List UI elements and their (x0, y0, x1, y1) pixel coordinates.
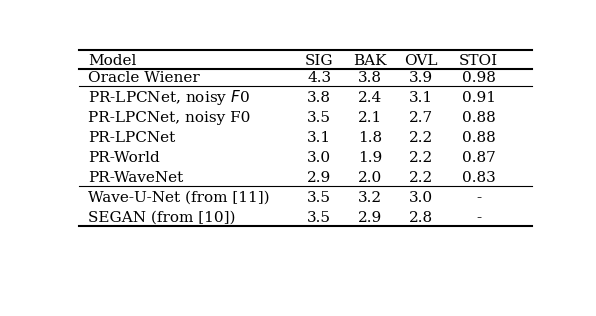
Text: 0.87: 0.87 (462, 151, 495, 165)
Text: 2.2: 2.2 (409, 171, 433, 185)
Text: 4.3: 4.3 (308, 71, 331, 85)
Text: 0.91: 0.91 (462, 91, 496, 105)
Text: 2.2: 2.2 (409, 151, 433, 165)
Text: 3.9: 3.9 (409, 71, 433, 85)
Text: 2.8: 2.8 (409, 211, 433, 225)
Text: 3.2: 3.2 (358, 191, 382, 205)
Text: Wave-U-Net (from [11]): Wave-U-Net (from [11]) (88, 191, 270, 205)
Text: 2.7: 2.7 (409, 111, 433, 125)
Text: PR-LPCNet, noisy $\mathit{F}$0: PR-LPCNet, noisy $\mathit{F}$0 (88, 88, 250, 107)
Text: -: - (476, 191, 481, 205)
Text: 1.8: 1.8 (358, 131, 382, 145)
Text: SEGAN (from [10]): SEGAN (from [10]) (88, 211, 236, 225)
Text: 0.83: 0.83 (462, 171, 495, 185)
Text: STOI: STOI (459, 54, 498, 68)
Text: BAK: BAK (353, 54, 387, 68)
Text: PR-World: PR-World (88, 151, 160, 165)
Text: 2.1: 2.1 (358, 111, 382, 125)
Text: 3.8: 3.8 (308, 91, 331, 105)
Text: 2.0: 2.0 (358, 171, 382, 185)
Text: 2.9: 2.9 (358, 211, 382, 225)
Text: PR-LPCNet, noisy F0: PR-LPCNet, noisy F0 (88, 111, 251, 125)
Text: 3.5: 3.5 (308, 211, 331, 225)
Text: 2.9: 2.9 (307, 171, 331, 185)
Text: PR-LPCNet: PR-LPCNet (88, 131, 176, 145)
Text: Oracle Wiener: Oracle Wiener (88, 71, 200, 85)
Text: -: - (476, 211, 481, 225)
Text: 3.0: 3.0 (308, 151, 331, 165)
Text: 3.1: 3.1 (409, 91, 433, 105)
Text: 1.9: 1.9 (358, 151, 382, 165)
Text: PR-WaveNet: PR-WaveNet (88, 171, 184, 185)
Text: 3.8: 3.8 (358, 71, 382, 85)
Text: 3.0: 3.0 (409, 191, 433, 205)
Text: SIG: SIG (305, 54, 334, 68)
Text: 0.88: 0.88 (462, 111, 495, 125)
Text: 0.88: 0.88 (462, 131, 495, 145)
Text: 2.4: 2.4 (358, 91, 382, 105)
Text: 2.2: 2.2 (409, 131, 433, 145)
Text: Model: Model (88, 54, 136, 68)
Text: 3.5: 3.5 (308, 191, 331, 205)
Text: 3.5: 3.5 (308, 111, 331, 125)
Text: 3.1: 3.1 (308, 131, 331, 145)
Text: OVL: OVL (404, 54, 437, 68)
Text: 0.98: 0.98 (462, 71, 496, 85)
